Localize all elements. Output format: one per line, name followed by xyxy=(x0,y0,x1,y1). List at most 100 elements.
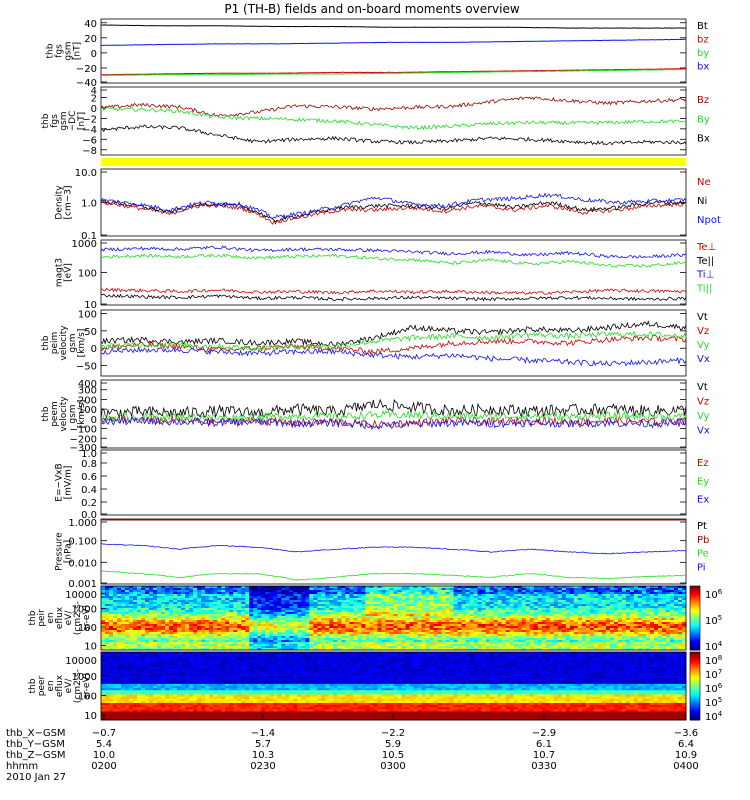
y-axis-label-line: sr-eV) xyxy=(82,605,92,631)
legend-label: Pt xyxy=(697,521,707,532)
panel-efield: 1.00.8 0.6 0.4 0.20.0 Ez Ey Ex E=−VxB [mV/m] xyxy=(55,449,710,521)
legend-label: Bt xyxy=(697,21,708,32)
y-tick-label: 300 xyxy=(78,386,97,397)
y-axis-label-line: thb xyxy=(41,406,51,421)
time-axis-value: 0330 xyxy=(531,761,556,772)
y-axis-label-line: [nT] xyxy=(73,42,83,60)
y-axis-label: magt3 [eV] xyxy=(55,258,74,287)
y-tick-label: 100 xyxy=(78,309,97,320)
y-axis-label: thb peer en eflux eV/(cm2-s-sr-eV) xyxy=(28,669,92,703)
series-line-Npot xyxy=(100,192,687,219)
legend-label: Te|| xyxy=(696,256,714,267)
panel-fgs-dif: 420−2−4−6−8 Bz By Bx thb fgs gsm −DC [nT] xyxy=(41,86,710,157)
legend-label: Vx xyxy=(697,354,710,365)
y-tick-label: 0.010 xyxy=(68,558,97,569)
series-line-Vt xyxy=(100,398,687,419)
y-tick-label: 0 xyxy=(91,344,97,355)
y-axis-label-line: eV/ xyxy=(64,678,74,694)
legend-label: Vt xyxy=(697,312,708,323)
panel-fgs: 40 20 0 −20 −40 Bt bz by bx thb fgs gsm [nT] xyxy=(46,18,709,89)
y-tick-label: 100 xyxy=(78,692,97,703)
time-axis-value: −2.9 xyxy=(532,728,556,739)
y-axis-label: Pressure [nPa] xyxy=(55,532,74,571)
y-axis-label-line: fgs xyxy=(50,114,60,128)
y-tick-label: −300 xyxy=(70,443,97,454)
y-tick-label: 200 xyxy=(78,395,97,406)
y-axis-label: thb peir en eflux eV/(cm2-s-sr-eV) xyxy=(28,601,92,635)
series-line-bz xyxy=(101,68,686,76)
y-tick-label: 1.0 xyxy=(81,449,97,460)
y-axis-label-line: eflux xyxy=(55,674,65,697)
time-axis-row-label: thb_X−GSM xyxy=(6,728,66,739)
y-axis-label-line: sr-eV) xyxy=(82,673,92,699)
y-axis-label-line: velocity xyxy=(59,396,69,432)
colorbar-tick-label: 104 xyxy=(705,640,723,653)
y-axis-label-line: gsm xyxy=(59,111,69,130)
legend-label: Vz xyxy=(697,397,709,408)
y-tick-label: 1000 xyxy=(72,672,97,683)
y-axis-label-line: (cm2-s- xyxy=(73,601,83,635)
y-tick-label: 10000 xyxy=(65,590,97,601)
y-tick-label: 0.2 xyxy=(81,498,97,509)
y-tick-label: 50 xyxy=(84,327,97,338)
y-axis-label: E=−VxB [mV/m] xyxy=(55,463,74,501)
legend-label: Ne xyxy=(697,177,711,188)
panel-pressure: 1.000 0.100 0.010 0.001 Pt Pb Pe Pi Pressure [nPa… xyxy=(55,518,710,590)
legend-label: Ti⊥ xyxy=(696,270,714,281)
y-axis-label: Density [cm−3] xyxy=(55,185,74,220)
plot-frame xyxy=(100,518,687,585)
legend-label: Vt xyxy=(697,382,708,393)
y-tick-label: −8 xyxy=(82,146,97,157)
series-line-Vy xyxy=(100,330,687,352)
time-axis-value: 10.9 xyxy=(675,750,697,761)
y-tick-label: −200 xyxy=(70,434,97,445)
y-tick-label: 20 xyxy=(84,34,97,45)
y-axis-label-line: Density xyxy=(55,185,65,220)
legend-label: Pi xyxy=(697,562,706,573)
legend-label: Bz xyxy=(697,95,709,106)
y-tick-label: −40 xyxy=(76,78,97,89)
y-tick-label: 2 xyxy=(91,93,97,104)
time-axis-value: 10.5 xyxy=(382,750,404,761)
legend-label: Ti|| xyxy=(696,283,712,294)
y-axis-label-line: eV/ xyxy=(64,610,74,626)
y-axis-label-line: gsm xyxy=(68,333,78,352)
y-axis-label: thb fgs gsm −DC [nT] xyxy=(41,111,87,132)
y-tick-label: 0.8 xyxy=(81,459,97,470)
y-tick-label: −2 xyxy=(82,114,97,125)
panel-peim-velocity: 100 50 0 −50 Vt Vz Vy Vx thb peim velocity gsm [km/s… xyxy=(41,309,710,377)
series-line-Te xyxy=(100,293,687,302)
y-tick-label: 0.001 xyxy=(68,579,97,590)
y-tick-label: 1000 xyxy=(72,239,97,250)
y-axis-label-line: thb xyxy=(28,610,38,625)
time-axis-value: 5.4 xyxy=(96,739,112,750)
y-axis-label: thb peim velocity gsm [km/s] xyxy=(41,325,87,361)
series-line-Bt xyxy=(100,24,687,29)
time-axis-value: 6.1 xyxy=(536,739,552,750)
legend-label: Pb xyxy=(697,535,709,546)
series-line-Ni xyxy=(100,199,687,223)
y-axis-label-line: thb xyxy=(46,43,56,58)
y-axis-label-line: [km/s] xyxy=(77,400,87,429)
series-line-Ne xyxy=(100,200,687,225)
y-axis-label-line: peim xyxy=(50,332,60,355)
yellow-band xyxy=(101,158,686,166)
colorbar-tick-label: 105 xyxy=(705,696,722,709)
y-tick-label: −20 xyxy=(76,64,97,75)
y-axis-label-line: [km/s] xyxy=(77,329,87,358)
y-tick-label: −6 xyxy=(82,135,97,146)
y-tick-label: 1.000 xyxy=(68,518,97,529)
legend-label: bx xyxy=(697,62,709,73)
legend-label: Vy xyxy=(697,411,710,422)
y-tick-label: 10 xyxy=(84,300,97,311)
colorbar-peir: 106 105 104 xyxy=(689,585,723,653)
plot-frame xyxy=(100,309,687,377)
y-tick-label: 40 xyxy=(84,19,97,30)
spectrogram-peer xyxy=(101,652,687,721)
y-tick-label: 100 xyxy=(78,269,97,280)
time-axis-value: −0.7 xyxy=(92,728,116,739)
time-axis-value: 0200 xyxy=(91,761,116,772)
legend-label: Pe xyxy=(697,549,709,560)
